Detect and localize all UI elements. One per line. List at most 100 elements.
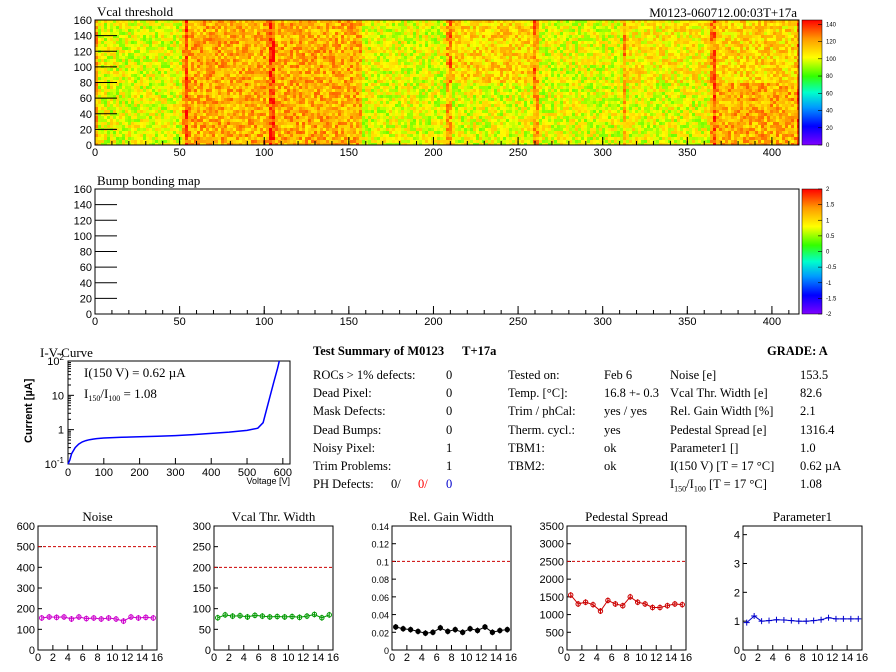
heatmap-cell <box>734 56 737 59</box>
heatmap-cell <box>461 53 464 56</box>
heatmap-cell <box>392 65 395 68</box>
heatmap-cell <box>470 59 473 62</box>
heatmap-cell <box>707 80 710 83</box>
heatmap-cell <box>512 77 515 80</box>
heatmap-cell <box>305 41 308 44</box>
heatmap-cell <box>242 35 245 38</box>
heatmap-cell <box>752 35 755 38</box>
heatmap-cell <box>422 71 425 74</box>
heatmap-cell <box>182 38 185 41</box>
heatmap-cell <box>392 74 395 77</box>
heatmap-cell <box>227 47 230 50</box>
heatmap-cell <box>305 20 308 23</box>
heatmap-cell <box>416 35 419 38</box>
heatmap-cell <box>683 80 686 83</box>
heatmap-cell <box>143 50 146 53</box>
heatmap-cell <box>338 41 341 44</box>
heatmap-cell <box>626 53 629 56</box>
heatmap-cell <box>725 65 728 68</box>
heatmap-cell <box>548 80 551 83</box>
heatmap-cell <box>689 74 692 77</box>
heatmap-cell <box>380 35 383 38</box>
heatmap-cell <box>422 35 425 38</box>
heatmap-cell <box>212 74 215 77</box>
heatmap-cell <box>788 74 791 77</box>
heatmap-cell <box>149 68 152 71</box>
heatmap-cell <box>506 35 509 38</box>
heatmap-cell <box>122 35 125 38</box>
heatmap-cell <box>371 44 374 47</box>
heatmap-cell <box>197 77 200 80</box>
heatmap-cell <box>440 41 443 44</box>
heatmap-cell <box>185 59 188 62</box>
heatmap-cell <box>779 71 782 74</box>
heatmap-cell <box>677 56 680 59</box>
heatmap-cell <box>125 38 128 41</box>
heatmap-cell <box>692 62 695 65</box>
heatmap-cell <box>725 68 728 71</box>
heatmap-cell <box>449 50 452 53</box>
heatmap-cell <box>248 50 251 53</box>
heatmap-cell <box>176 65 179 68</box>
heatmap-cell <box>491 53 494 56</box>
heatmap-cell <box>647 80 650 83</box>
heatmap-cell <box>269 26 272 29</box>
heatmap-cell <box>437 56 440 59</box>
heatmap-cell <box>221 59 224 62</box>
heatmap-cell <box>125 68 128 71</box>
heatmap-cell <box>140 77 143 80</box>
heatmap-cell <box>197 56 200 59</box>
heatmap-cell <box>209 32 212 35</box>
heatmap-cell <box>395 41 398 44</box>
heatmap-cell <box>128 74 131 77</box>
heatmap-cell <box>134 56 137 59</box>
heatmap-cell <box>704 68 707 71</box>
heatmap-cell <box>122 23 125 26</box>
heatmap-cell <box>116 29 119 32</box>
heatmap-cell <box>488 26 491 29</box>
heatmap-cell <box>527 23 530 26</box>
heatmap-cell <box>755 53 758 56</box>
heatmap-cell <box>467 71 470 74</box>
heatmap-cell <box>776 62 779 65</box>
heatmap-cell <box>590 56 593 59</box>
heatmap-cell <box>428 26 431 29</box>
heatmap-cell <box>488 68 491 71</box>
heatmap-cell <box>131 26 134 29</box>
heatmap-cell <box>284 44 287 47</box>
heatmap-cell <box>218 23 221 26</box>
heatmap-cell <box>377 41 380 44</box>
heatmap-cell <box>614 53 617 56</box>
heatmap-cell <box>338 77 341 80</box>
heatmap-cell <box>533 53 536 56</box>
heatmap-cell <box>707 20 710 23</box>
heatmap-cell <box>788 47 791 50</box>
heatmap-cell <box>299 80 302 83</box>
heatmap-cell <box>590 62 593 65</box>
heatmap-cell <box>755 23 758 26</box>
heatmap-cell <box>536 65 539 68</box>
heatmap-cell <box>509 47 512 50</box>
heatmap-cell <box>686 53 689 56</box>
heatmap-cell <box>794 20 797 23</box>
heatmap-cell <box>368 74 371 77</box>
heatmap-cell <box>386 26 389 29</box>
heatmap-cell <box>704 65 707 68</box>
heatmap-cell <box>221 62 224 65</box>
heatmap-cell <box>587 29 590 32</box>
heatmap-cell <box>365 26 368 29</box>
heatmap-cell <box>704 44 707 47</box>
heatmap-cell <box>710 35 713 38</box>
heatmap-cell <box>386 77 389 80</box>
heatmap-cell <box>758 56 761 59</box>
heatmap-cell <box>527 20 530 23</box>
heatmap-cell <box>476 62 479 65</box>
heatmap-cell <box>452 38 455 41</box>
heatmap-cell <box>191 35 194 38</box>
heatmap-cell <box>536 35 539 38</box>
heatmap-cell <box>137 65 140 68</box>
heatmap-cell <box>515 32 518 35</box>
heatmap-cell <box>137 44 140 47</box>
heatmap-cell <box>569 59 572 62</box>
heatmap-cell <box>227 74 230 77</box>
